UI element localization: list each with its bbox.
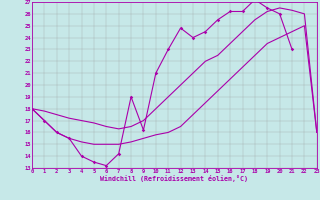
X-axis label: Windchill (Refroidissement éolien,°C): Windchill (Refroidissement éolien,°C) [100, 175, 248, 182]
